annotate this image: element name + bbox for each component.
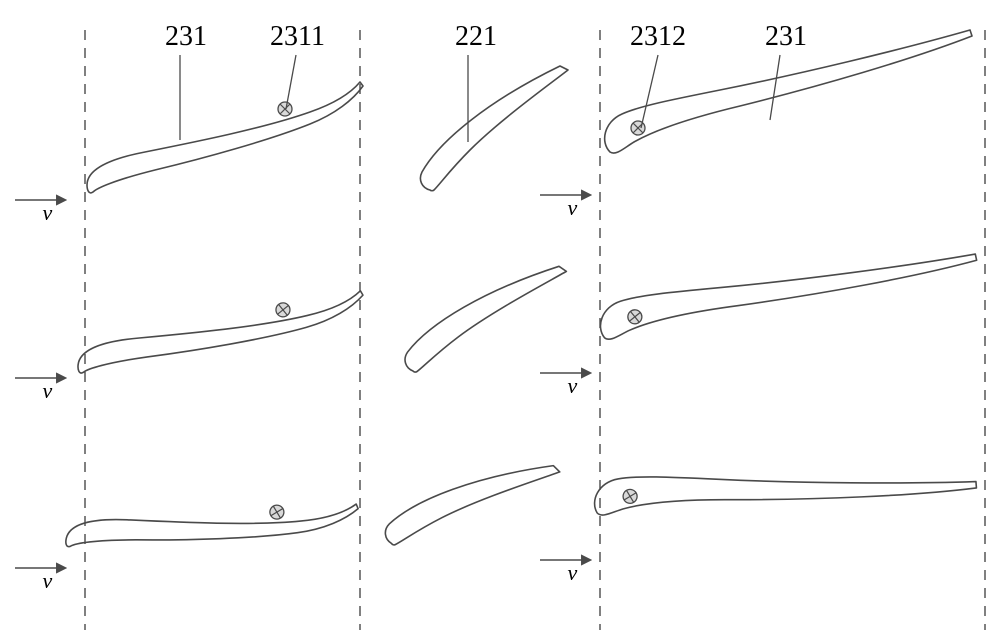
left-flow-label-1: v xyxy=(43,378,53,403)
right-flow-label-2: v xyxy=(568,560,578,585)
ref-label-left_231: 231 xyxy=(165,21,207,52)
left-blade-1 xyxy=(77,262,363,401)
middle-blade-0 xyxy=(420,66,568,191)
figure-canvas: v v v v v v 231 2311 221 2312 231 xyxy=(0,0,1000,643)
ref-label-right_2312: 2312 xyxy=(630,21,686,52)
middle-blade-2 xyxy=(382,423,561,587)
leader-right_2312 xyxy=(641,55,658,128)
leader-right_231 xyxy=(770,55,780,120)
right-flow-label-0: v xyxy=(568,195,578,220)
ref-label-left_2311: 2311 xyxy=(270,21,325,52)
middle-blade-1 xyxy=(403,247,566,391)
ref-label-mid_221: 221 xyxy=(455,21,497,52)
leader-left_2311 xyxy=(286,55,296,109)
ref-label-right_231: 231 xyxy=(765,21,807,52)
left-blade-2 xyxy=(64,438,359,612)
right-blade-1 xyxy=(599,216,977,377)
left-flow-label-0: v xyxy=(43,200,53,225)
left-flow-label-2: v xyxy=(43,568,53,593)
right-flow-label-1: v xyxy=(568,373,578,398)
right-blade-2 xyxy=(592,393,978,601)
left-blade-0 xyxy=(87,82,363,193)
